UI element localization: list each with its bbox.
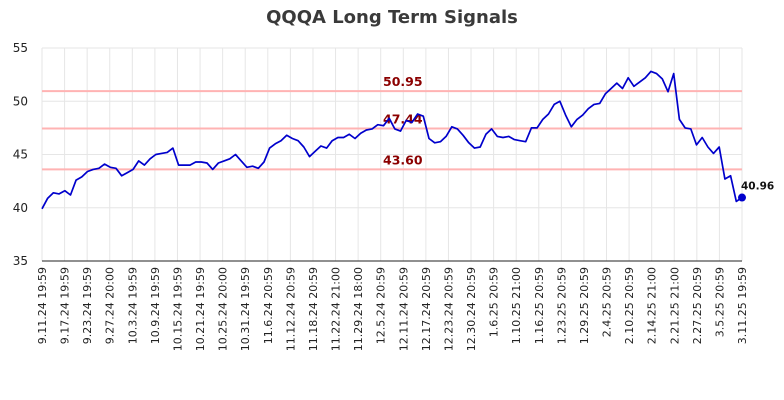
x-tick-label: 10.9.24 19:59 [149,267,162,344]
chart-title: QQQA Long Term Signals [266,7,518,28]
x-tick-label: 9.17.24 19:59 [59,267,72,344]
x-tick-label: 11.18.24 20:59 [307,267,320,351]
y-tick-label: 55 [13,41,28,55]
x-tick-label: 10.3.24 19:59 [126,267,139,344]
annotations: 40.96 [741,181,774,193]
x-tick-label: 3.5.25 20:59 [713,267,726,337]
x-tick-label: 2.10.25 20:59 [623,267,636,344]
x-tick-label: 1.6.25 20:59 [488,267,501,337]
y-tick-label: 35 [13,254,28,268]
x-tick-label: 11.6.24 20:59 [262,267,275,344]
x-tick-label: 10.15.24 19:59 [171,267,184,351]
x-tick-label: 12.30.24 20:59 [465,267,478,351]
x-tick-label: 9.27.24 20:00 [104,267,117,344]
y-tick-label: 45 [13,148,28,162]
x-tick-label: 1.10.25 21:00 [510,267,523,344]
y-tick-label: 40 [13,201,28,215]
signal-levels: 50.95 47.44 43.60 [42,74,742,171]
x-tick-label: 10.21.24 19:59 [194,267,207,351]
x-tick-label: 2.14.25 21:00 [646,267,659,344]
y-tick-label: 50 [13,94,28,108]
x-axis-ticks: 9.11.24 19:59 9.17.24 19:59 9.23.24 19:59 9… [36,267,749,351]
x-tick-label: 2.21.25 21:00 [668,267,681,344]
last-value-point [738,193,746,202]
x-tick-label: 2.27.25 20:59 [691,267,704,344]
signal-level-label: 43.60 [383,152,423,167]
x-tick-label: 1.29.25 20:59 [578,267,591,344]
price-series [41,70,746,210]
x-tick-label: 1.16.25 20:59 [533,267,546,344]
signal-level-label: 50.95 [383,74,423,89]
signal-level-label: 47.44 [383,112,423,127]
price-line [41,70,743,210]
x-tick-label: 2.4.25 20:59 [601,267,614,337]
x-tick-label: 12.5.24 20:59 [375,267,388,344]
x-tick-label: 12.17.24 20:59 [420,267,433,351]
last-value-label: 40.96 [741,181,774,193]
x-tick-label: 11.12.24 20:59 [284,267,297,351]
x-tick-label: 11.22.24 21:00 [330,267,343,351]
x-tick-label: 10.25.24 20:00 [217,267,230,351]
x-tick-label: 10.31.24 19:59 [239,267,252,351]
x-tick-label: 9.23.24 19:59 [81,267,94,344]
x-tick-label: 9.11.24 19:59 [36,267,49,344]
grid [41,47,743,262]
x-tick-label: 3.11.25 19:59 [736,267,749,344]
x-tick-label: 12.23.24 20:59 [442,267,455,351]
y-axis-ticks: 35 40 45 50 55 [13,41,28,268]
x-tick-label: 11.29.24 18:00 [352,267,365,351]
x-tick-label: 12.11.24 20:59 [397,267,410,351]
x-tick-label: 1.23.25 20:59 [555,267,568,344]
